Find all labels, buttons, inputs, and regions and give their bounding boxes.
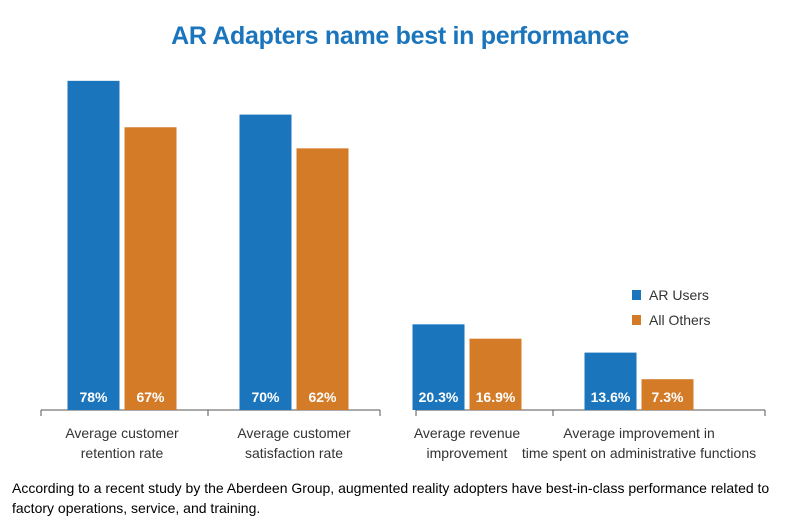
value-label: 16.9% — [476, 389, 516, 405]
value-label: 20.3% — [419, 389, 459, 405]
value-label: 70% — [251, 389, 280, 405]
bar-ar-users-1 — [67, 80, 120, 410]
category-labels: Average customer retention rate Average cu… — [65, 425, 756, 461]
bar-ar-users-3 — [412, 324, 465, 410]
value-label: 13.6% — [591, 389, 631, 405]
bar-chart: 78% 70% 20.3% 13.6% 67% 62% 16.9% 7.3% Average … — [40, 80, 766, 461]
legend-label: All Others — [649, 312, 710, 328]
bars — [67, 80, 694, 411]
value-label: 67% — [136, 389, 165, 405]
category-label: time spent on administrative functions — [522, 445, 756, 461]
category-label: Average customer — [65, 425, 179, 441]
category-label: improvement — [427, 445, 508, 461]
bar-all-others-3 — [469, 338, 522, 410]
category-label: Average improvement in — [563, 425, 714, 441]
category-label: satisfaction rate — [245, 445, 343, 461]
bar-all-others-2 — [296, 148, 349, 411]
bar-ar-users-4 — [584, 352, 637, 410]
bar-all-others-1 — [124, 127, 177, 410]
legend-label: AR Users — [649, 287, 709, 303]
axes — [40, 409, 766, 416]
legend-swatch — [632, 290, 641, 300]
value-label: 78% — [79, 389, 108, 405]
legend-swatch — [632, 315, 641, 325]
chart-title: AR Adapters name best in performance — [171, 22, 629, 50]
legend: AR Users All Others — [632, 287, 710, 328]
chart-caption: According to a recent study by the Aberd… — [12, 480, 770, 516]
value-labels: 78% 70% 20.3% 13.6% 67% 62% 16.9% 7.3% — [79, 389, 684, 405]
category-label: Average revenue — [414, 425, 521, 441]
bar-all-others-4 — [641, 379, 694, 410]
bar-ar-users-2 — [239, 114, 292, 410]
category-label: retention rate — [81, 445, 164, 461]
value-label: 62% — [308, 389, 337, 405]
value-label: 7.3% — [652, 389, 684, 405]
category-label: Average customer — [237, 425, 351, 441]
